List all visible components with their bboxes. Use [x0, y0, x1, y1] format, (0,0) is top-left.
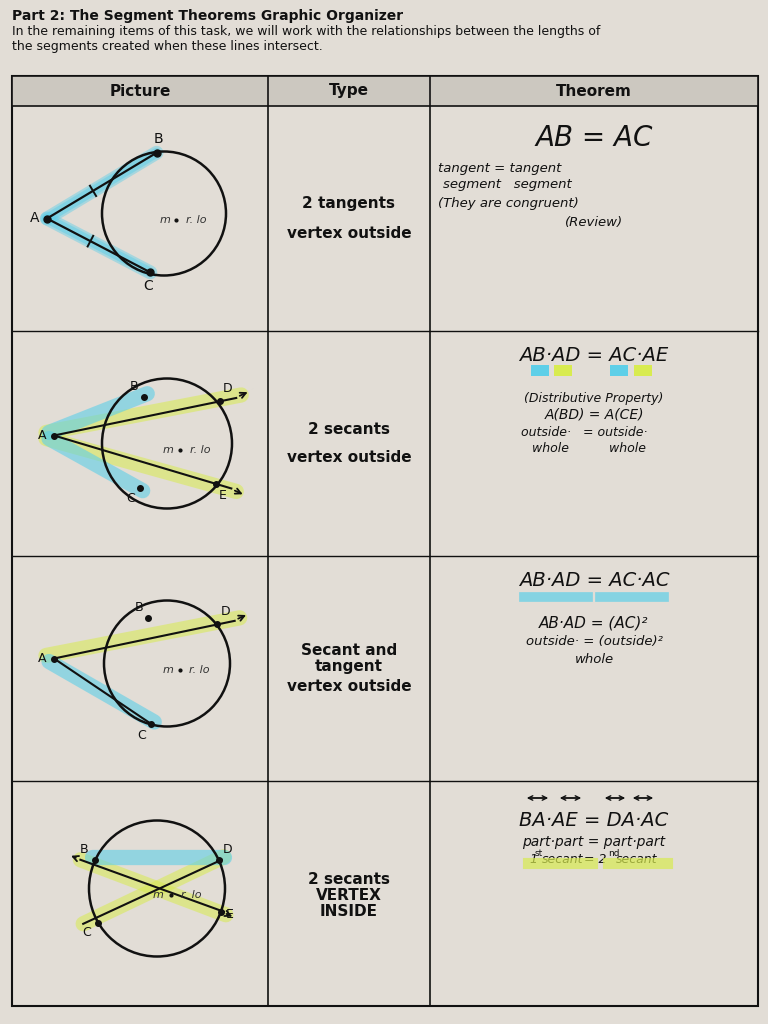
Text: INSIDE: INSIDE	[320, 904, 378, 919]
Text: nd: nd	[608, 849, 620, 858]
Text: outside·   = outside·: outside· = outside·	[521, 426, 647, 439]
Text: C: C	[137, 729, 146, 742]
Text: A: A	[29, 212, 39, 225]
Text: In the remaining items of this task, we will work with the relationships between: In the remaining items of this task, we …	[12, 25, 601, 38]
Text: D: D	[222, 382, 232, 395]
Text: part·part = part·part: part·part = part·part	[522, 835, 666, 849]
Text: C: C	[144, 280, 154, 294]
Text: A(BD) = A(CE): A(BD) = A(CE)	[545, 408, 644, 422]
Text: B: B	[80, 843, 88, 856]
Text: BA·AE = DA·AC: BA·AE = DA·AC	[519, 811, 669, 830]
Text: B: B	[154, 132, 164, 145]
Text: 1: 1	[529, 853, 537, 866]
Bar	[12, 76, 758, 106]
Text: vertex outside: vertex outside	[286, 679, 412, 694]
Text: B: B	[130, 380, 138, 392]
Text: Picture: Picture	[109, 84, 170, 98]
Text: Theorem: Theorem	[556, 84, 632, 98]
Text: E: E	[219, 488, 227, 502]
Text: tangent: tangent	[315, 659, 383, 674]
Text: tangent = tangent: tangent = tangent	[438, 162, 561, 175]
Text: (They are congruent): (They are congruent)	[438, 197, 579, 210]
Text: m: m	[163, 445, 174, 455]
Text: m: m	[153, 890, 164, 900]
Text: VERTEX: VERTEX	[316, 888, 382, 903]
Bar	[531, 365, 549, 376]
Text: 2 secants: 2 secants	[308, 872, 390, 887]
Text: r. lo: r. lo	[180, 890, 201, 900]
Bar	[554, 365, 572, 376]
Text: vertex outside: vertex outside	[286, 450, 412, 465]
Text: E: E	[226, 908, 233, 922]
Text: Secant and: Secant and	[301, 643, 397, 658]
Text: segment   segment: segment segment	[443, 178, 571, 191]
Bar	[610, 365, 628, 376]
Bar	[634, 365, 652, 376]
Text: m: m	[162, 665, 174, 675]
Text: st: st	[535, 849, 543, 858]
Text: Part 2: The Segment Theorems Graphic Organizer: Part 2: The Segment Theorems Graphic Org…	[12, 9, 403, 23]
Text: whole: whole	[574, 653, 614, 666]
Text: C: C	[126, 492, 134, 505]
Text: B: B	[134, 601, 143, 614]
Text: 2 tangents: 2 tangents	[303, 196, 396, 211]
Text: outside· = (outside)²: outside· = (outside)²	[525, 635, 663, 648]
Text: AB = AC: AB = AC	[535, 124, 653, 152]
Text: A: A	[38, 429, 46, 442]
Text: whole          whole: whole whole	[532, 442, 646, 455]
Text: Type: Type	[329, 84, 369, 98]
Text: vertex outside: vertex outside	[286, 226, 412, 241]
Text: (Distributive Property): (Distributive Property)	[525, 392, 664, 406]
Text: AB·AD = AC·AE: AB·AD = AC·AE	[519, 346, 669, 365]
Text: secant: secant	[616, 853, 657, 866]
Text: r. lo: r. lo	[189, 665, 210, 675]
Text: A: A	[38, 652, 46, 665]
Text: AB·AD = (AC)²: AB·AD = (AC)²	[539, 615, 649, 630]
Text: secant: secant	[542, 853, 584, 866]
Text: D: D	[220, 605, 230, 618]
Text: m: m	[159, 215, 170, 224]
Text: AB·AD = AC·AC: AB·AD = AC·AC	[518, 571, 669, 590]
Text: = 2: = 2	[584, 853, 607, 866]
Text: r. lo: r. lo	[190, 445, 210, 455]
Text: the segments created when these lines intersect.: the segments created when these lines in…	[12, 40, 323, 53]
Text: C: C	[82, 927, 91, 939]
Text: D: D	[223, 843, 232, 856]
Text: (Review): (Review)	[565, 216, 623, 229]
Text: 2 secants: 2 secants	[308, 422, 390, 437]
Text: r. lo: r. lo	[186, 215, 206, 224]
